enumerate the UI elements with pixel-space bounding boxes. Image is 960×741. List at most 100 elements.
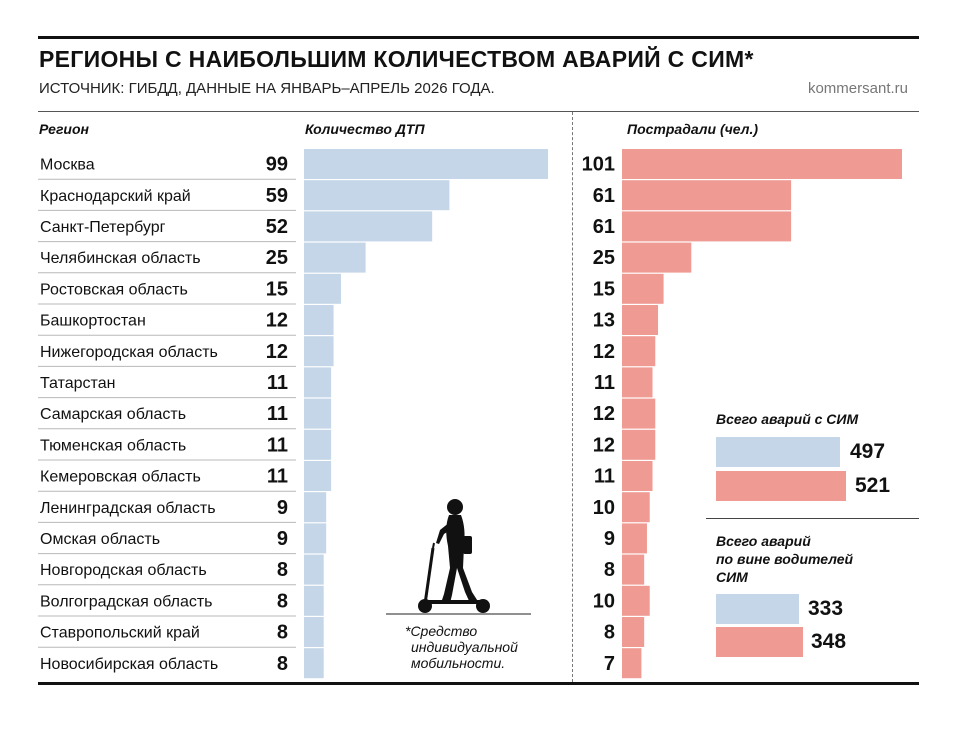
region-label: Новосибирская область [40, 656, 218, 673]
injured-value-label: 12 [593, 403, 615, 425]
accidents-value-label: 11 [267, 372, 288, 394]
region-label: Санкт-Петербург [40, 219, 166, 236]
injured-bar [622, 305, 659, 335]
injured-value-label: 9 [604, 528, 615, 550]
footnote-line-2: индивидуальной [411, 639, 518, 655]
injured-bar [622, 554, 645, 585]
injured-value-label: 7 [604, 653, 615, 675]
accidents-bar [304, 554, 324, 585]
totals-drivers-label-line-2: по вине водителей [716, 551, 854, 567]
injured-value-label: 12 [593, 341, 615, 363]
injured-bar [622, 273, 664, 304]
injured-bar [622, 149, 902, 179]
region-label: Башкортостан [40, 313, 146, 330]
accidents-value-label: 8 [277, 653, 288, 675]
totals-all-injured-value: 521 [855, 474, 891, 497]
injured-value-label: 15 [593, 278, 615, 300]
accidents-value-label: 59 [266, 185, 288, 207]
accidents-bar [304, 336, 334, 367]
accidents-bar [304, 211, 433, 242]
footnote-line-3: мобильности. [411, 655, 506, 671]
accidents-bar [304, 180, 450, 211]
region-label: Новгородская область [40, 562, 207, 579]
injured-bar [622, 429, 656, 460]
region-label: Волгоградская область [40, 593, 213, 610]
region-label: Челябинская область [40, 250, 201, 267]
totals-drivers-label: Всего аварий по вине водителей СИМ [716, 532, 853, 586]
totals-drivers-label-line-3: СИМ [716, 569, 748, 585]
injured-bar [622, 492, 650, 523]
injured-value-label: 10 [593, 497, 615, 519]
accidents-bar [304, 585, 324, 616]
accidents-value-label: 9 [277, 497, 288, 519]
accidents-bar [304, 617, 324, 647]
injured-bar [622, 648, 642, 679]
totals-all-injured-bar [716, 471, 846, 501]
accidents-bar [304, 149, 548, 179]
injured-bar [622, 211, 792, 242]
accidents-bar [304, 367, 332, 398]
accidents-value-label: 11 [267, 466, 288, 488]
accidents-bar [304, 305, 334, 335]
accidents-bar [304, 429, 332, 460]
totals-all-accidents-value: 497 [850, 440, 886, 463]
accidents-bar [304, 398, 332, 429]
totals-all-label: Всего аварий с СИМ [716, 411, 859, 427]
injured-bar [622, 398, 656, 429]
totals-drivers-accidents-bar [716, 594, 799, 624]
accidents-bar [304, 273, 341, 304]
region-label: Омская область [40, 531, 160, 548]
accidents-value-label: 11 [267, 434, 288, 456]
accidents-value-label: 52 [266, 216, 288, 238]
column-header-injured: Пострадали (чел.) [627, 121, 758, 137]
injured-bar [622, 617, 645, 647]
injured-bar [622, 585, 650, 616]
footnote: *Средство индивидуальной мобильности. [405, 623, 518, 671]
accidents-bar [304, 648, 324, 679]
injured-value-label: 11 [594, 466, 615, 488]
injured-value-label: 101 [582, 154, 615, 176]
injured-value-label: 13 [593, 310, 615, 332]
totals-drivers-label-line-1: Всего аварий [716, 533, 811, 549]
injured-value-label: 61 [593, 216, 615, 238]
injured-value-label: 8 [604, 559, 615, 581]
injured-bar [622, 242, 692, 273]
accidents-value-label: 8 [277, 590, 288, 612]
accidents-value-label: 8 [277, 559, 288, 581]
injured-value-label: 10 [593, 590, 615, 612]
totals-drivers-injured-value: 348 [811, 630, 847, 653]
accidents-value-label: 15 [266, 278, 288, 300]
injured-value-label: 8 [604, 622, 615, 644]
injured-value-label: 25 [593, 247, 615, 269]
accidents-bar [304, 523, 327, 554]
footnote-line-1: *Средство [405, 623, 478, 639]
totals-all-accidents-bar [716, 437, 840, 467]
accidents-value-label: 99 [266, 154, 288, 176]
injured-bar [622, 367, 653, 398]
accidents-bar [304, 492, 327, 523]
bottom-rule [38, 682, 919, 685]
accidents-value-label: 8 [277, 622, 288, 644]
chart-title: РЕГИОНЫ С НАИБОЛЬШИМ КОЛИЧЕСТВОМ АВАРИЙ … [39, 46, 754, 72]
injured-bar [622, 180, 792, 211]
injured-bar [622, 461, 653, 491]
totals-divider [706, 518, 919, 519]
region-label: Нижегородская область [40, 344, 218, 361]
source-link[interactable]: kommersant.ru [807, 80, 908, 97]
injured-bar [622, 523, 647, 554]
region-label: Самарская область [40, 406, 186, 423]
accidents-value-label: 9 [277, 528, 288, 550]
region-label: Кемеровская область [40, 469, 201, 486]
injured-bar [622, 336, 656, 367]
accidents-value-label: 12 [266, 310, 288, 332]
accidents-value-label: 12 [266, 341, 288, 363]
accidents-value-label: 11 [267, 403, 288, 425]
accidents-bar [304, 461, 332, 491]
totals-drivers-accidents-value: 333 [808, 597, 844, 620]
region-label: Москва [40, 157, 95, 174]
region-label: Ростовская область [40, 281, 188, 298]
injured-value-label: 12 [593, 434, 615, 456]
chart-subtitle: ИСТОЧНИК: ГИБДД, ДАННЫЕ НА ЯНВАРЬ–АПРЕЛЬ… [39, 80, 495, 97]
region-label: Татарстан [40, 375, 115, 392]
